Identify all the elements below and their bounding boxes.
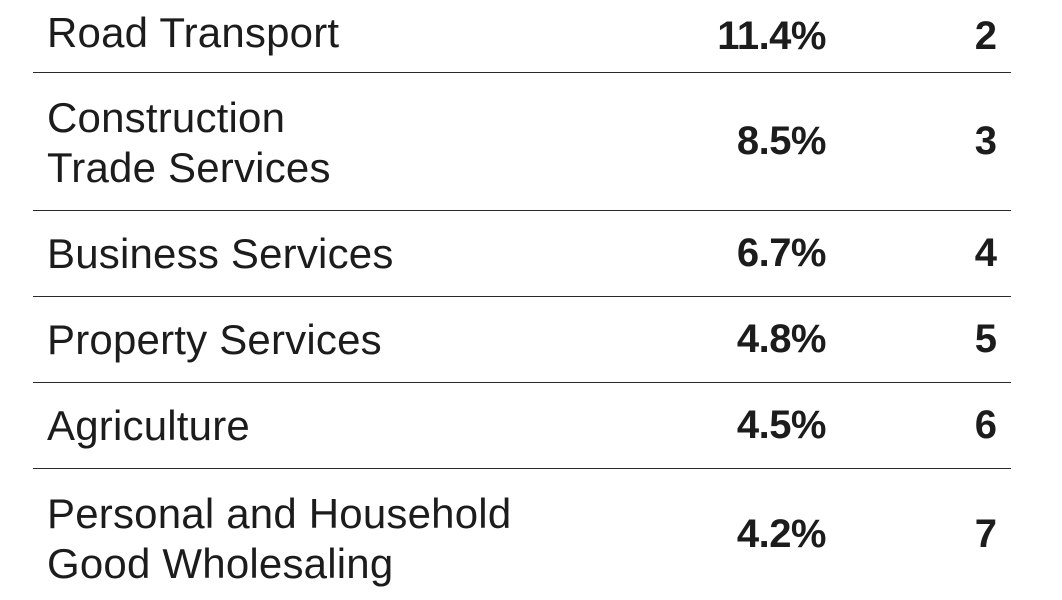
percent-value: 11.4% (717, 13, 826, 58)
industry-label: Agriculture (47, 402, 250, 449)
table-row: Property Services 4.8% 5 (33, 297, 1011, 383)
percent-value: 8.5% (736, 119, 827, 163)
industry-label: Business Services (47, 230, 394, 277)
industry-label: Road Transport (47, 9, 340, 56)
table-row: Agriculture 4.5% 6 (33, 383, 1011, 469)
table-row: Personal and Household Good Wholesaling … (33, 469, 1011, 600)
industry-label: Personal and Household Good Wholesaling (47, 490, 512, 587)
percent-value: 4.5% (736, 403, 827, 447)
rank-value: 2 (974, 13, 997, 58)
table-row: Construction Trade Services 8.5% 3 (33, 73, 1011, 211)
percent-value: 4.2% (736, 512, 827, 556)
industry-ranking-table: Road Transport 11.4% 2 Construction Trad… (33, 0, 1011, 600)
rank-value: 4 (974, 231, 997, 275)
rank-value: 7 (974, 512, 997, 556)
industry-label: Property Services (47, 316, 382, 363)
percent-value: 4.8% (736, 317, 827, 361)
rank-value: 3 (974, 119, 997, 163)
percent-value: 6.7% (736, 231, 827, 275)
table-row: Road Transport 11.4% 2 (33, 0, 1011, 73)
rank-value: 6 (974, 403, 997, 447)
industry-label: Construction Trade Services (47, 94, 331, 191)
table-row: Business Services 6.7% 4 (33, 211, 1011, 297)
rank-value: 5 (974, 317, 997, 361)
